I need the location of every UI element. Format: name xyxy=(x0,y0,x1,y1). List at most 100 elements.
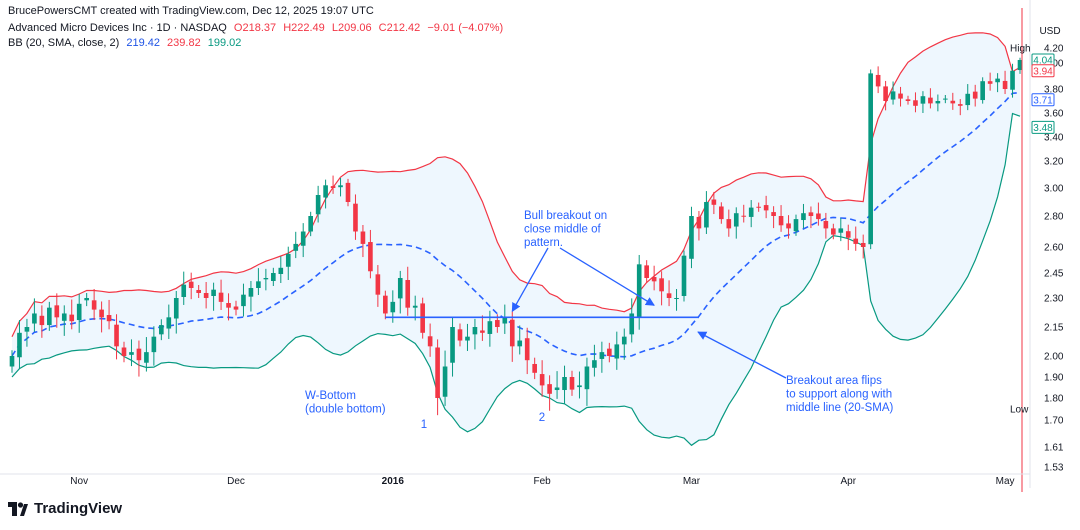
indicator-name[interactable]: BB (20, SMA, close, 2) xyxy=(8,37,120,49)
candle xyxy=(674,289,679,311)
tradingview-logo[interactable]: TradingView xyxy=(8,500,122,517)
candle-body xyxy=(315,195,321,215)
candle-body xyxy=(188,281,194,288)
candle xyxy=(943,95,948,104)
candle-body xyxy=(465,336,470,341)
candle xyxy=(17,320,22,369)
annotation-arrow xyxy=(697,331,787,379)
candle-body xyxy=(47,307,52,326)
annotation-text: 2 xyxy=(539,412,545,424)
candle xyxy=(719,202,724,224)
candle-body xyxy=(853,238,859,244)
candle xyxy=(173,291,179,334)
time-tick-label: 2016 xyxy=(382,476,405,487)
candle xyxy=(950,92,956,110)
candle-body xyxy=(748,207,754,217)
candle-body xyxy=(300,231,306,246)
candle xyxy=(450,316,455,377)
candle-body xyxy=(875,74,881,87)
candle xyxy=(547,375,552,411)
candle-body xyxy=(226,303,231,308)
close-value: C212.42 xyxy=(378,22,421,34)
candle-body xyxy=(778,216,784,226)
candle xyxy=(569,370,575,396)
annotation-text: close middle of xyxy=(524,224,602,236)
candle-body xyxy=(353,203,358,232)
time-tick-label: Apr xyxy=(840,476,856,487)
candle-body xyxy=(442,366,448,397)
candle-body xyxy=(211,289,216,296)
candle xyxy=(196,285,201,298)
annotation-text: W-Bottom xyxy=(305,390,356,402)
candle xyxy=(121,341,127,363)
candle-body xyxy=(831,228,836,235)
candle-body xyxy=(607,348,612,356)
candle xyxy=(256,268,261,295)
candle-body xyxy=(203,293,209,298)
candle-body xyxy=(816,213,821,220)
candle xyxy=(383,290,388,320)
candle xyxy=(748,200,754,228)
candle xyxy=(315,185,321,223)
bollinger-band-fill xyxy=(12,32,1020,446)
candle xyxy=(39,305,45,338)
candle xyxy=(412,295,418,321)
candle-body xyxy=(368,242,373,272)
symbol-name[interactable]: Advanced Micro Devices Inc · 1D · NASDAQ xyxy=(8,22,227,34)
candle xyxy=(106,299,112,330)
candle-body xyxy=(711,199,717,205)
candle-body xyxy=(584,366,590,390)
candle xyxy=(368,229,373,279)
candle-body xyxy=(674,298,679,299)
candle xyxy=(957,99,963,116)
candle xyxy=(1017,57,1023,74)
candle-body xyxy=(218,292,224,302)
candle xyxy=(890,81,896,105)
candle-body xyxy=(121,347,127,356)
candle xyxy=(345,178,351,207)
price-tag-box xyxy=(1031,120,1055,134)
candle-body xyxy=(883,86,888,101)
candle-body xyxy=(285,253,291,267)
candle-body xyxy=(330,186,336,188)
price-tick-label: 4.20 xyxy=(1044,44,1064,55)
candle xyxy=(226,293,231,321)
candle xyxy=(47,301,52,331)
candle xyxy=(427,323,433,357)
candle xyxy=(91,289,97,321)
candle xyxy=(54,293,60,328)
candle xyxy=(472,318,478,350)
candle-body xyxy=(808,212,814,216)
candle xyxy=(778,205,784,232)
candle-body xyxy=(838,228,844,233)
candle xyxy=(995,73,1000,93)
candle-body xyxy=(256,281,261,288)
candle xyxy=(300,223,306,258)
candle xyxy=(278,256,284,283)
price-tick-label: 2.45 xyxy=(1044,269,1064,280)
candle-body xyxy=(435,347,440,398)
candle-body xyxy=(651,277,657,282)
candle-body xyxy=(472,327,478,335)
candle-body xyxy=(860,242,866,247)
candle xyxy=(868,69,873,250)
candle xyxy=(159,319,164,341)
annotation-text: middle line (20-SMA) xyxy=(786,402,894,414)
candle-body xyxy=(32,313,37,324)
candle xyxy=(704,191,709,234)
candle xyxy=(539,360,545,397)
candle-body xyxy=(114,324,119,347)
candle-body xyxy=(338,185,343,188)
candle-body xyxy=(719,206,724,220)
candle-body xyxy=(263,278,269,280)
candle xyxy=(263,268,269,291)
annotation-text: pattern. xyxy=(524,237,563,249)
candle-body xyxy=(427,336,433,347)
bb-mid-value: 219.42 xyxy=(126,37,160,49)
candle xyxy=(965,84,971,111)
candle-body xyxy=(9,356,15,367)
price-tag-value: 3.71 xyxy=(1033,95,1053,106)
candle-body xyxy=(980,81,985,101)
candle xyxy=(502,304,508,334)
